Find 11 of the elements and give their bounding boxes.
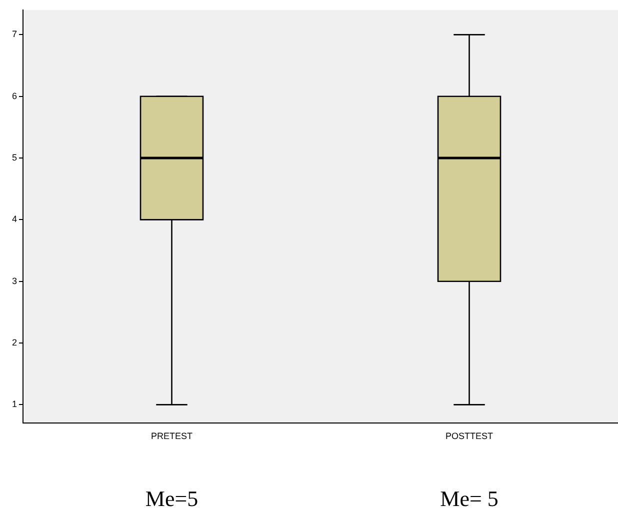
y-tick-label: 7 <box>12 29 18 40</box>
x-tick-label: PRETEST <box>150 431 194 442</box>
text: Me=5 <box>145 486 198 512</box>
y-tick-label: 2 <box>12 338 18 348</box>
y-tick-label: 1 <box>12 399 18 410</box>
y-tick-label: 3 <box>12 276 18 286</box>
y-tick-label: 5 <box>12 152 18 162</box>
text: Me= 5 <box>440 486 498 512</box>
x-tick-label: POSTTEST <box>445 431 494 442</box>
y-tick-label: 6 <box>12 90 18 101</box>
y-tick-label: 4 <box>12 214 18 224</box>
